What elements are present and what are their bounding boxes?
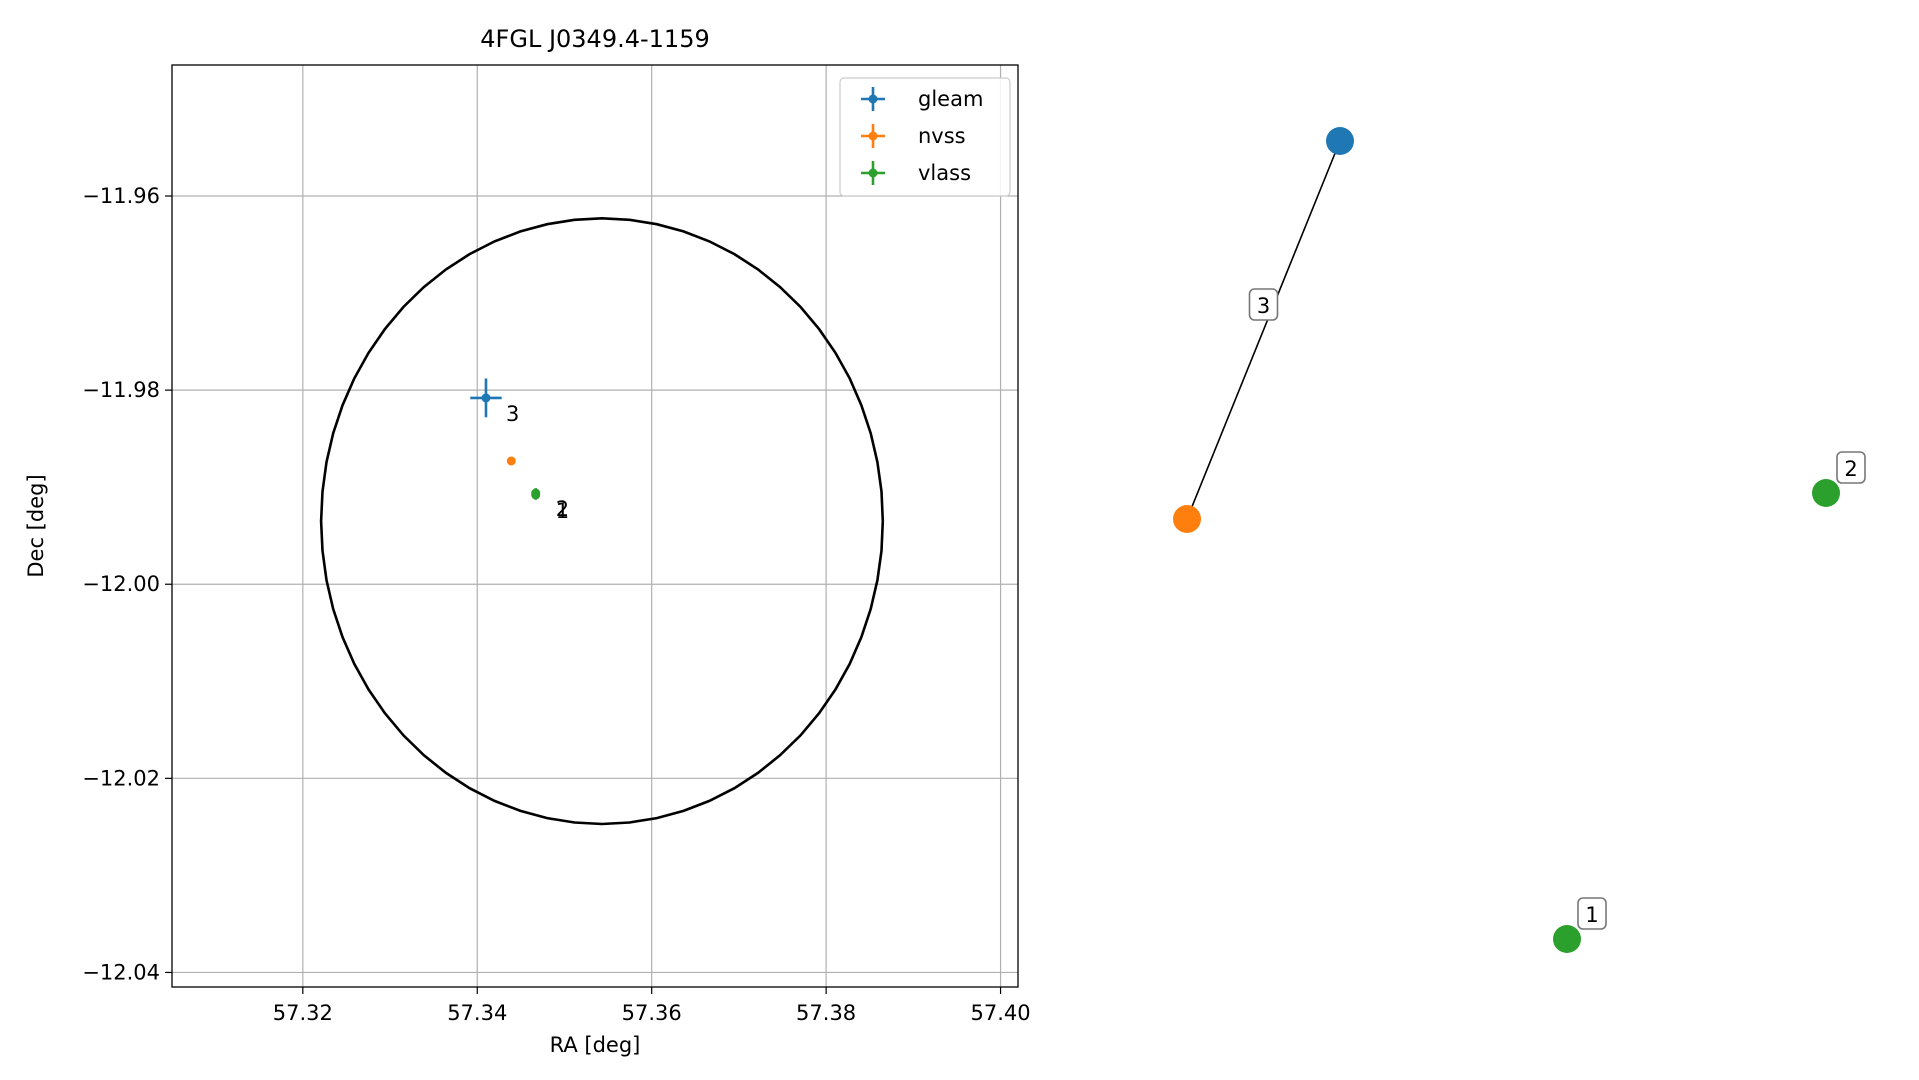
- chart-title: 4FGL J0349.4-1159: [480, 25, 709, 53]
- x-tick-label: 57.36: [622, 1001, 682, 1025]
- y-tick-label: −11.96: [82, 184, 160, 208]
- graph-node-vlass_1: 1: [1553, 897, 1607, 953]
- node-marker: [1812, 479, 1840, 507]
- edge-label: 3: [1257, 294, 1270, 318]
- node-marker: [1326, 127, 1354, 155]
- gleam-point: 3: [470, 378, 519, 426]
- y-tick-label: −11.98: [82, 378, 160, 402]
- legend-entry-gleam: gleam: [861, 87, 983, 111]
- node-label: 1: [1585, 903, 1598, 927]
- legend: gleam nvss vlass: [839, 77, 1011, 197]
- axis-ticks: 57.32 57.34 57.36 57.38 57.40 −11.96 −11.98 −12…: [82, 184, 1030, 1025]
- node-label-box: [1577, 897, 1607, 930]
- association-graph: 3 2 1: [1173, 127, 1866, 953]
- legend-label: gleam: [918, 87, 983, 111]
- x-tick-label: 57.38: [796, 1001, 856, 1025]
- legend-label: vlass: [918, 161, 971, 185]
- y-tick-label: −12.04: [82, 960, 160, 984]
- legend-swatch-marker: [868, 168, 878, 178]
- legend-box: [839, 77, 1011, 197]
- y-tick-label: −12.02: [82, 766, 160, 790]
- graph-node-vlass_2: 2: [1812, 451, 1866, 507]
- legend-swatch-marker: [868, 94, 878, 104]
- position-plot: 4FGL J0349.4-1159 312 57.32 57.34 57.36 57.…: [24, 25, 1031, 1057]
- grid: [172, 65, 1018, 987]
- edge-line: [1186, 140, 1341, 520]
- node-label-box: [1836, 451, 1866, 484]
- x-axis-label: RA [deg]: [550, 1033, 641, 1057]
- y-axis-label: Dec [deg]: [24, 474, 48, 577]
- point-marker: [481, 393, 491, 403]
- legend-swatch-marker: [868, 131, 878, 141]
- edge-label-box: [1248, 288, 1279, 321]
- node-marker: [1173, 505, 1201, 533]
- graph-edge: 3: [1186, 140, 1341, 520]
- node-marker: [1553, 925, 1581, 953]
- plot-frame: [171, 64, 1019, 988]
- x-tick-label: 57.40: [970, 1001, 1030, 1025]
- legend-label: nvss: [918, 124, 966, 148]
- point-label: 3: [506, 402, 519, 426]
- point-marker: [506, 456, 516, 466]
- x-tick-label: 57.32: [273, 1001, 333, 1025]
- y-tick-label: −12.00: [82, 572, 160, 596]
- x-tick-label: 57.34: [447, 1001, 507, 1025]
- graph-node-nvss: [1173, 505, 1201, 533]
- graph-node-gleam: [1326, 127, 1354, 155]
- error-ellipse: [319, 216, 885, 826]
- point-label: 2: [556, 497, 569, 521]
- error-ellipse-outline: [319, 216, 885, 826]
- point-label: 1: [556, 499, 569, 523]
- nvss-point: [506, 456, 516, 466]
- vlass-point: 2: [531, 488, 569, 521]
- point-marker: [531, 488, 541, 498]
- node-label: 2: [1844, 457, 1857, 481]
- data-points: 3 12: [470, 378, 569, 523]
- legend-entry-nvss: nvss: [861, 124, 966, 148]
- legend-entry-vlass: vlass: [861, 161, 971, 185]
